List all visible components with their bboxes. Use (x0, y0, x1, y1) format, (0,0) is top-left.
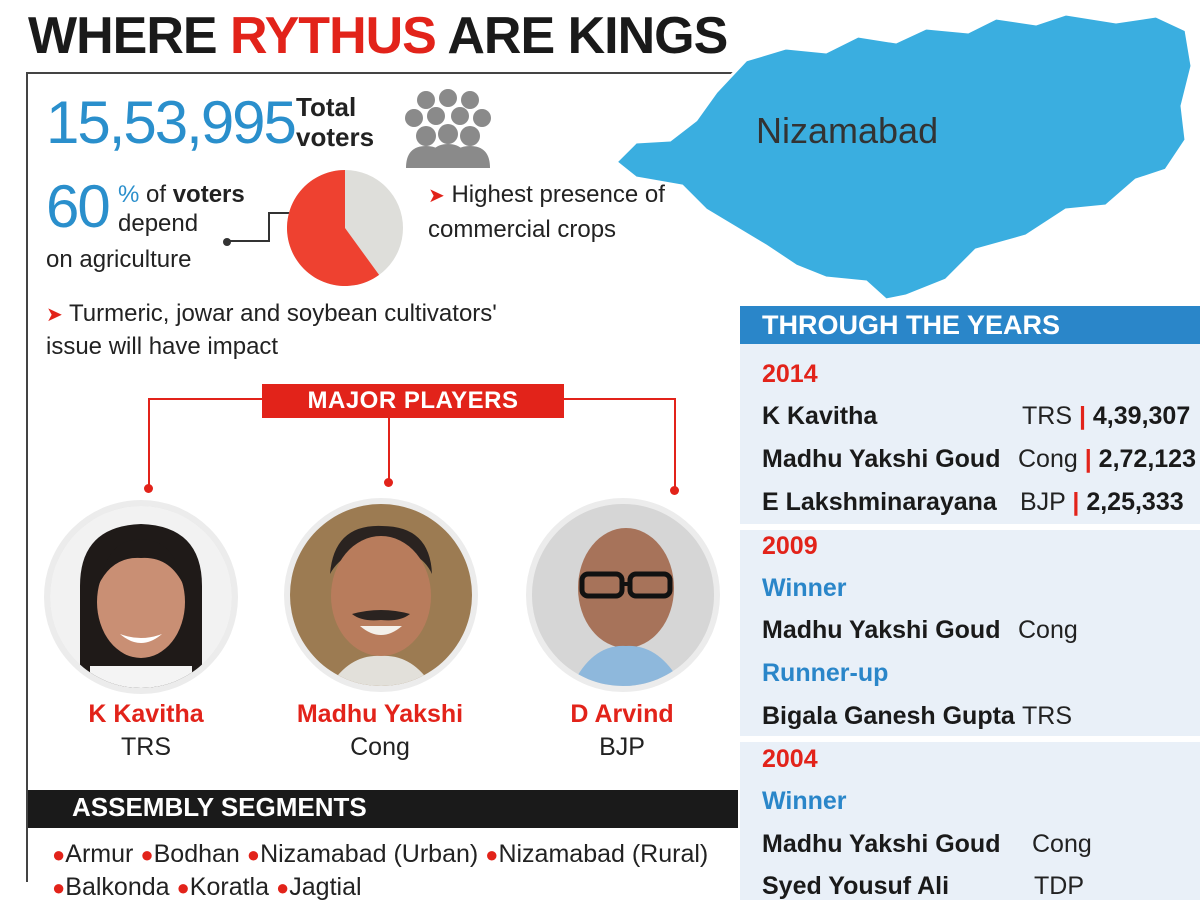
segment-item: Balkonda (65, 873, 170, 901)
result-party: Cong (1032, 830, 1092, 858)
result-party: TDP (1034, 872, 1084, 900)
panel-separator (740, 524, 1200, 530)
year-2009: 2009 (762, 532, 818, 560)
panel-separator (740, 736, 1200, 742)
mp-connector-left-v (148, 398, 150, 486)
year-2004: 2004 (762, 745, 818, 773)
result-name: Syed Yousuf Ali (762, 872, 950, 900)
arrow-icon: ➤ (428, 185, 445, 207)
agri-percent-line2: on agriculture (46, 246, 192, 273)
portrait-k-kavitha (44, 500, 238, 694)
frame-left-line (26, 72, 28, 882)
arrow-icon: ➤ (46, 304, 63, 326)
player-name-3: D Arvind (570, 700, 674, 728)
pie-connector (268, 212, 298, 214)
portrait-d-arvind (526, 498, 720, 692)
result-party-votes: BJP | 2,25,333 (1020, 488, 1184, 516)
agri-percent-text: % of voters depend (118, 181, 245, 237)
year-2014: 2014 (762, 360, 818, 388)
segment-item: Koratla (189, 873, 270, 901)
pie-connector-vertical (268, 212, 270, 242)
player-name-2: Madhu Yakshi (296, 700, 464, 728)
crops-issue-note: ➤ Turmeric, jowar and soybean cultivator… (46, 300, 497, 360)
result-party-votes: Cong | 2,72,123 (1018, 445, 1196, 473)
result-party: Cong (1018, 616, 1078, 644)
pie-connector-horizontal (228, 240, 270, 242)
mp-connector-right-h (564, 398, 676, 400)
runner-up-label: Runner-up (762, 659, 889, 687)
through-years-title: THROUGH THE YEARS (762, 310, 1061, 340)
mp-dot-mid (384, 478, 393, 487)
bullet-icon: ● (140, 842, 154, 867)
mp-dot-right (670, 486, 679, 495)
segment-item: Armur (65, 840, 134, 868)
major-players-label: MAJOR PLAYERS (262, 384, 564, 418)
title-highlight: RYTHUS (230, 7, 437, 65)
player-party-3: BJP (599, 733, 645, 761)
result-name: Madhu Yakshi Goud (762, 616, 1001, 644)
total-voters-label: Total voters (296, 92, 375, 152)
mp-connector-left-h (148, 398, 262, 400)
page-title: WHERE RYTHUS ARE KINGS (28, 7, 728, 65)
player-name-1: K Kavitha (88, 700, 204, 728)
result-name: K Kavitha (762, 402, 878, 430)
player-party-1: TRS (121, 733, 171, 761)
result-name: Madhu Yakshi Goud (762, 445, 1001, 473)
segment-item: Nizamabad (Urban) (260, 840, 479, 868)
winner-label: Winner (762, 574, 847, 602)
result-name: Bigala Ganesh Gupta (762, 702, 1015, 730)
through-years-header (740, 306, 1200, 344)
pie-agri-slice (287, 170, 380, 286)
portrait-madhu-yakshi (284, 498, 478, 692)
frame-top-line (26, 72, 746, 74)
result-party-votes: TRS | 4,39,307 (1022, 402, 1191, 430)
result-party: TRS (1022, 702, 1072, 730)
assembly-segment-list: ●Armur ●Bodhan ●Nizamabad (Urban) ●Nizam… (52, 838, 732, 904)
total-voters-number: 15,53,995 (46, 89, 297, 156)
segment-item: Jagtial (289, 873, 362, 901)
bullet-icon: ● (485, 842, 499, 867)
agriculture-pie-chart (287, 170, 403, 286)
through-years-panel (740, 344, 1200, 900)
player-party-2: Cong (350, 733, 410, 761)
assembly-header-bar (28, 790, 738, 828)
bullet-icon: ● (52, 842, 66, 867)
segment-item: Bodhan (153, 840, 240, 868)
bullet-icon: ● (275, 875, 290, 900)
bullet-icon: ● (246, 842, 261, 867)
winner-label: Winner (762, 787, 847, 815)
map-region-shape (613, 12, 1194, 302)
bullet-icon: ● (176, 875, 190, 900)
mp-dot-left (144, 484, 153, 493)
commercial-crops-note: ➤ Highest presence of commercial crops (428, 181, 665, 243)
mp-connector-mid-v (388, 418, 390, 480)
pie-connector-dot (223, 238, 231, 246)
assembly-title: ASSEMBLY SEGMENTS (72, 792, 367, 822)
people-icon (405, 89, 491, 168)
bullet-icon: ● (52, 875, 66, 900)
nizamabad-map (613, 12, 1194, 302)
result-name: Madhu Yakshi Goud (762, 830, 1001, 858)
result-name: E Lakshminarayana (762, 488, 997, 516)
mp-connector-right-v (674, 398, 676, 488)
agri-percent-number: 60 (46, 173, 111, 240)
segment-item: Nizamabad (Rural) (498, 840, 709, 868)
map-label: Nizamabad (756, 110, 939, 151)
